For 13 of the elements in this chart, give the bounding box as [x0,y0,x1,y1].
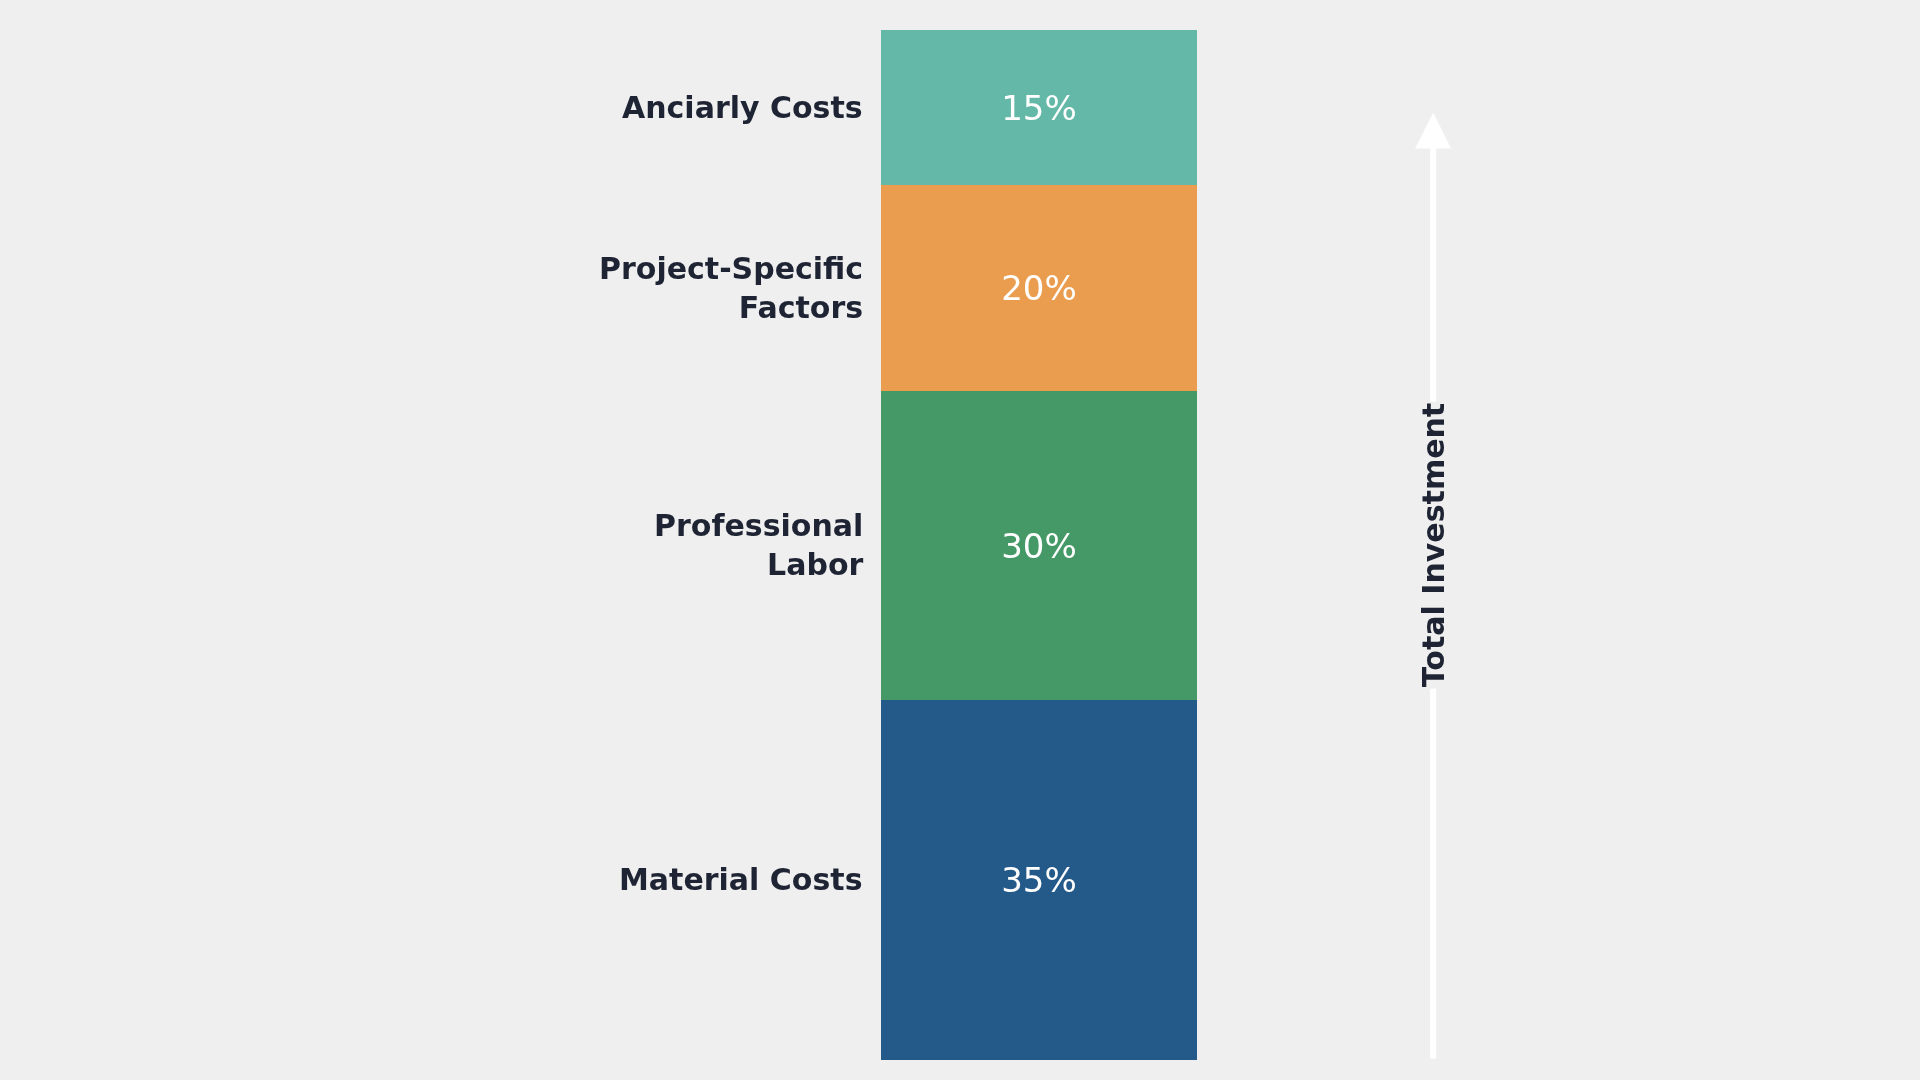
text: Total Investment [1416,402,1452,688]
series-label: Anciarly Costs [622,90,863,125]
data-label: 20% [1001,268,1077,308]
series-label: Professional Labor [654,508,864,582]
bar [881,391,1197,700]
data-label: 30% [1001,525,1077,566]
bar [881,30,1197,185]
data-label: 15% [1001,87,1077,128]
bar [881,185,1197,391]
data-label: 35% [1001,860,1077,900]
series-label: Project-Specific Factors [599,251,864,325]
series-label: Material Costs [619,862,863,897]
bar [881,700,1197,1060]
